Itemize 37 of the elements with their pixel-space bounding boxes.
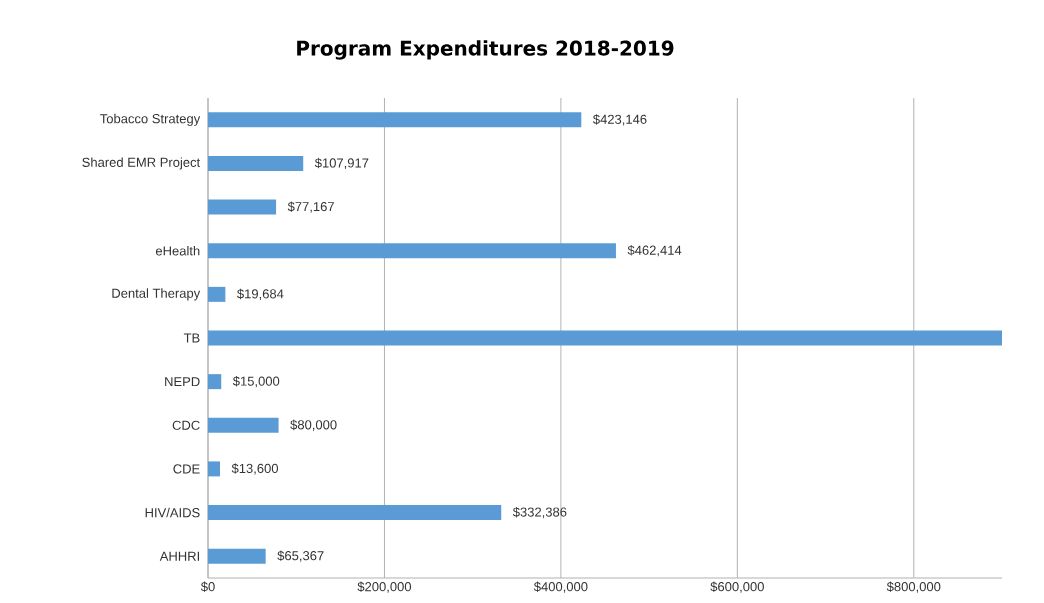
data-label: $423,146: [592, 114, 647, 126]
y-tick-label: eHealth: [155, 245, 200, 256]
y-tick-label: Shared EMR Project: [82, 157, 201, 170]
x-tick-label: $400,000: [533, 581, 588, 593]
data-label: $332,386: [512, 506, 567, 519]
x-tick-label: $800,000: [886, 581, 941, 593]
y-tick-label: HIV/AIDS: [145, 507, 200, 518]
bar: [208, 417, 279, 433]
y-tick-label: Tobacco Strategy: [100, 113, 201, 126]
bar: [208, 505, 502, 521]
bar: [208, 548, 266, 564]
x-tick-label: $200,000: [357, 581, 412, 593]
data-label: $107,917: [314, 157, 369, 170]
data-label: $462,414: [627, 245, 682, 257]
x-tick-label: $0: [200, 581, 215, 593]
y-tick-label: CDE: [173, 464, 200, 474]
x-tick-label: $600,000: [710, 581, 764, 593]
y-tick-label: AHHRI: [159, 551, 199, 561]
data-label: $77,167: [287, 201, 334, 213]
bar: [208, 199, 277, 215]
data-label: $65,367: [277, 550, 324, 562]
bar: [208, 155, 304, 171]
data-label: $13,600: [231, 463, 279, 475]
data-label: $15,000: [232, 375, 280, 388]
y-tick-label: NEPD: [165, 377, 200, 387]
chart-title: Program Expenditures 2018-2019: [297, 40, 674, 60]
bar: [208, 243, 616, 259]
bar: [208, 286, 226, 302]
data-label: $19,684: [237, 288, 284, 300]
y-tick-label: TB: [183, 333, 200, 343]
data-label: $80,000: [290, 419, 337, 431]
y-tick-label: Dental Therapy: [112, 288, 201, 301]
bar: [208, 461, 220, 477]
bar: [208, 330, 1002, 346]
y-tick-label: CDC: [172, 420, 200, 430]
bar: [208, 112, 582, 128]
bar: [208, 374, 222, 390]
